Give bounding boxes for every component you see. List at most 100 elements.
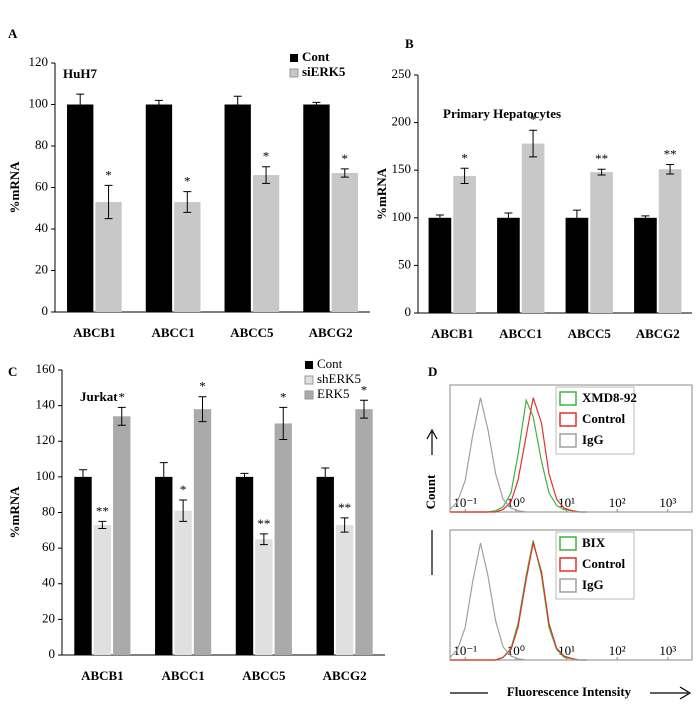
y-tick-label: 100 xyxy=(29,95,49,110)
intensity-arrow-head xyxy=(679,686,692,700)
bar xyxy=(113,416,131,655)
y-tick-label: 80 xyxy=(42,503,55,518)
error-bar xyxy=(117,406,126,426)
error-bar xyxy=(104,184,113,220)
bar xyxy=(316,476,334,655)
error-bar xyxy=(279,406,288,440)
bar xyxy=(93,524,112,655)
x-tick-label: ABCC5 xyxy=(568,326,612,341)
y-tick-label: 0 xyxy=(42,303,49,318)
bar xyxy=(658,169,682,313)
x-tick-label: ABCC5 xyxy=(230,325,274,340)
bar xyxy=(74,476,92,655)
y-tick-label: 40 xyxy=(42,575,55,590)
x-tick-label: 10² xyxy=(609,643,626,658)
error-bar xyxy=(572,209,581,226)
significance: * xyxy=(119,389,126,404)
chart-title: Jurkat xyxy=(80,389,118,404)
error-bar xyxy=(340,517,349,533)
bar xyxy=(155,476,173,655)
bar xyxy=(428,217,452,313)
y-tick-label: 150 xyxy=(392,161,412,176)
bar xyxy=(521,143,545,313)
legend-swatch xyxy=(304,390,314,400)
error-bar xyxy=(233,95,242,114)
histogram-line xyxy=(449,542,587,661)
bar xyxy=(224,104,251,312)
y-axis-label: %mRNA xyxy=(7,161,22,214)
significance: ** xyxy=(257,516,270,531)
bar xyxy=(453,175,476,313)
legend-swatch xyxy=(305,361,313,369)
x-tick-label: 10¹ xyxy=(558,643,575,658)
y-tick-label: 100 xyxy=(36,468,56,483)
x-tick-label: 10⁻¹ xyxy=(453,643,477,658)
legend-label: ERK5 xyxy=(317,386,350,401)
significance: * xyxy=(461,150,468,165)
histogram-line xyxy=(450,397,587,513)
x-tick-label: 10² xyxy=(609,495,626,510)
bar xyxy=(303,104,330,312)
x-tick-label: ABCB1 xyxy=(73,325,116,340)
bar xyxy=(335,524,354,655)
bar xyxy=(255,539,273,655)
error-bar xyxy=(321,467,330,487)
error-bar xyxy=(597,168,606,176)
y-tick-label: 60 xyxy=(42,539,55,554)
bar xyxy=(235,476,254,655)
error-bar xyxy=(641,215,650,221)
legend-label: Control xyxy=(582,411,625,426)
bar xyxy=(67,104,94,312)
error-bar xyxy=(240,472,249,481)
significance: ** xyxy=(595,151,608,166)
bar xyxy=(193,409,212,655)
y-tick-label: 60 xyxy=(35,178,48,193)
x-tick-label: ABCC1 xyxy=(499,326,542,341)
x-tick-label: ABCG2 xyxy=(309,325,353,340)
y-tick-label: 20 xyxy=(35,261,48,276)
significance: * xyxy=(199,379,206,394)
panel-label: C xyxy=(8,364,17,379)
legend-swatch xyxy=(304,375,314,385)
significance: * xyxy=(180,482,187,497)
error-bar xyxy=(259,533,268,546)
x-axis-label: Fluorescence Intensity xyxy=(507,684,632,699)
bar xyxy=(252,175,280,312)
chart-title: Primary Hepatocytes xyxy=(443,106,561,121)
x-tick-label: ABCG2 xyxy=(323,668,367,683)
y-axis-label: Count xyxy=(423,474,438,509)
error-bar xyxy=(312,101,321,108)
y-tick-label: 80 xyxy=(35,137,48,152)
legend-label: XMD8-92 xyxy=(582,390,637,405)
bar xyxy=(497,217,520,313)
significance: * xyxy=(530,112,537,127)
y-tick-label: 20 xyxy=(42,610,55,625)
bar xyxy=(634,217,657,313)
x-tick-label: ABCB1 xyxy=(81,668,124,683)
bar xyxy=(174,510,192,655)
error-bar xyxy=(76,93,85,116)
histogram-line xyxy=(450,542,587,661)
error-bar xyxy=(666,163,675,175)
bar xyxy=(145,104,173,312)
y-tick-label: 100 xyxy=(392,209,412,224)
y-tick-label: 120 xyxy=(29,54,49,69)
error-bar xyxy=(154,99,163,110)
significance: * xyxy=(280,389,287,404)
x-tick-label: ABCB1 xyxy=(431,326,474,341)
x-tick-label: ABCC1 xyxy=(151,325,194,340)
legend-swatch xyxy=(559,557,577,572)
error-bar xyxy=(78,469,87,485)
y-tick-label: 200 xyxy=(392,114,412,129)
y-tick-label: 50 xyxy=(398,256,411,271)
legend-swatch xyxy=(559,391,577,406)
significance: * xyxy=(342,151,349,166)
error-bar xyxy=(504,212,513,224)
significance: * xyxy=(105,167,112,182)
error-bar xyxy=(183,191,192,213)
y-tick-label: 250 xyxy=(392,66,412,81)
y-tick-label: 40 xyxy=(35,220,48,235)
legend-label: BIX xyxy=(582,535,606,550)
legend-swatch xyxy=(559,412,577,427)
